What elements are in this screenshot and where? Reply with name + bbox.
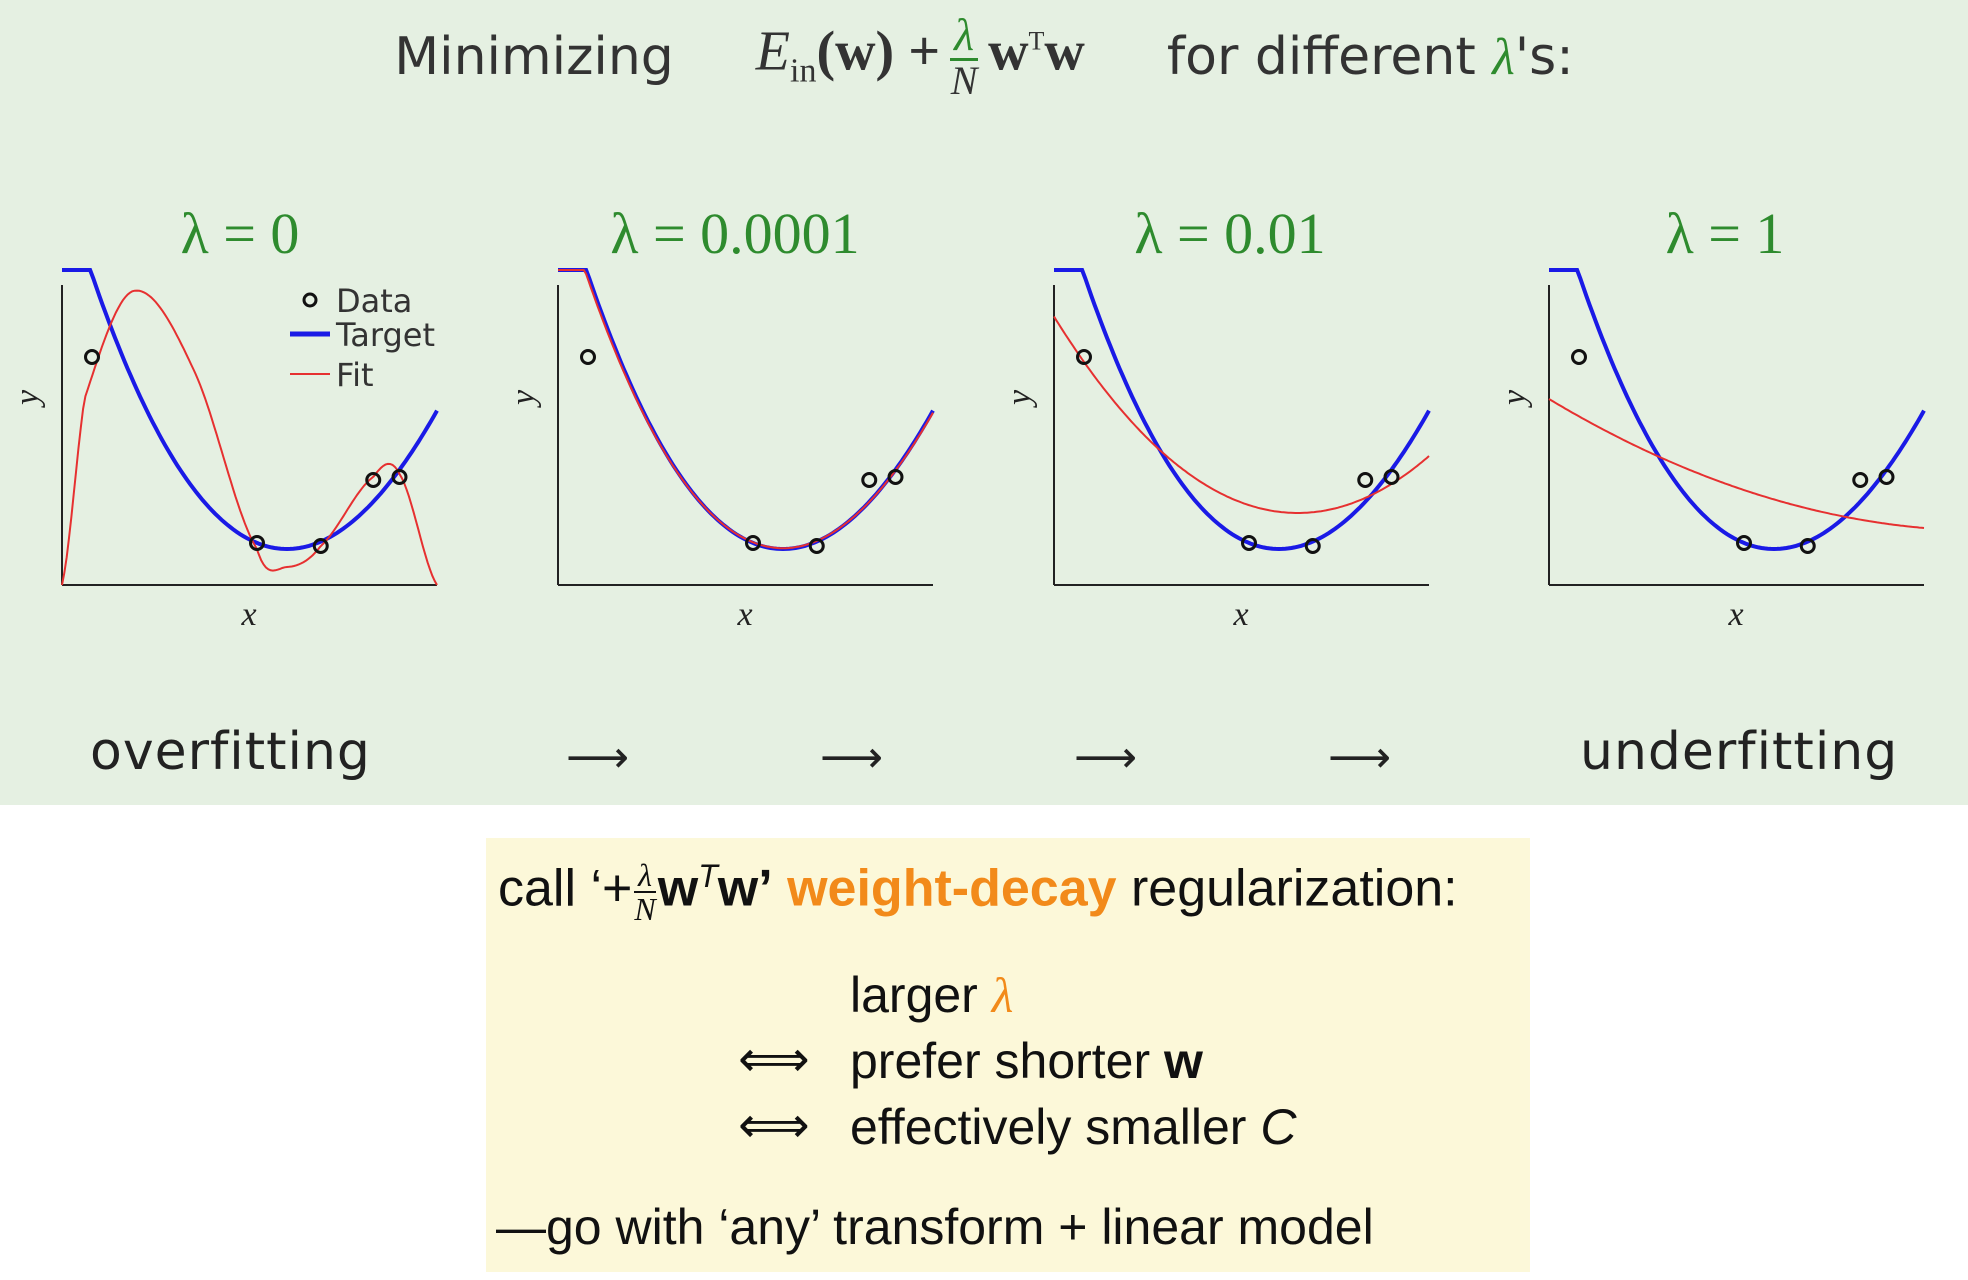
panel-1-data-point-5: [391, 469, 408, 485]
panel-3-y-label: y: [1001, 389, 1038, 408]
weight-decay-term: weight-decay: [787, 859, 1117, 918]
panel-2-fit-curve: [558, 269, 934, 550]
note-effectively-smaller: effectively smaller C: [850, 1099, 1297, 1155]
panel-1-fit-curve: [61, 289, 438, 586]
panel-3-data-point-1: [1076, 349, 1092, 365]
panel-label-lambda-1: λ = 1: [1665, 201, 1785, 266]
panel-4-target-curve: [1549, 268, 1926, 552]
panel-3-fit-curve: [1053, 315, 1430, 514]
panel-4-x-label: x: [1728, 596, 1744, 633]
panel-4-fit-curve: [1548, 398, 1925, 529]
panel-3-data-point-5: [1383, 469, 1400, 485]
panel-4-data-point-3: [1799, 538, 1816, 554]
panel-label-lambda-0.0001: λ = 0.0001: [610, 201, 860, 266]
panel-4-data-point-1: [1571, 349, 1587, 365]
legend-target-label: Target: [335, 316, 435, 354]
panel-1-x-label: x: [241, 596, 257, 633]
arrow-2: ⟶: [820, 732, 884, 783]
title-prefix: Minimizing: [394, 26, 674, 87]
panel-2-data-point-4: [861, 472, 878, 488]
legend-fit-label: Fit: [336, 356, 374, 394]
iff-symbol-2: ⟺: [738, 1096, 810, 1154]
panel-1-data-point-1: [84, 349, 100, 365]
panel-2-data-point-2: [745, 535, 761, 551]
arrow-1: ⟶: [566, 732, 630, 783]
arrow-4: ⟶: [1328, 732, 1392, 783]
note-prefer-shorter: prefer shorter w: [850, 1033, 1203, 1089]
panel-3-data-point-4: [1357, 472, 1374, 488]
note-larger-lambda: larger λ: [850, 967, 1014, 1023]
panel-1-data-point-2: [249, 535, 265, 551]
panel-label-lambda-0: λ = 0: [180, 201, 300, 266]
panel-2-data-point-1: [580, 349, 596, 365]
panel-4-data-point-2: [1736, 535, 1752, 551]
panel-2-target-curve: [558, 268, 935, 552]
iff-symbol-1: ⟺: [738, 1030, 810, 1088]
arrow-3: ⟶: [1074, 732, 1138, 783]
panel-3-data-point-3: [1304, 538, 1321, 554]
panel-1-y-label: y: [9, 389, 46, 408]
panel-1-data-point-4: [365, 472, 382, 488]
underfitting-label: underfitting: [1580, 722, 1899, 782]
panel-1-data-point-3: [312, 538, 329, 554]
overfitting-label: overfitting: [90, 722, 371, 782]
panel-3-target-curve: [1054, 268, 1431, 552]
panel-2-data-point-3: [808, 538, 825, 554]
legend-data-label: Data: [336, 282, 412, 320]
panel-1-target-curve: [62, 268, 439, 552]
panel-label-lambda-0.01: λ = 0.01: [1134, 201, 1326, 266]
note-go-with: —go with ‘any’ transform + linear model: [496, 1199, 1374, 1255]
panel-4-data-point-5: [1878, 469, 1895, 485]
panel-2-x-label: x: [737, 596, 753, 633]
plots-panel: [0, 0, 1968, 805]
legend-data-marker: [302, 292, 318, 308]
panel-3-data-point-2: [1241, 535, 1257, 551]
panel-4-data-point-4: [1852, 472, 1869, 488]
title-suffix: for different λ's:: [1166, 26, 1574, 87]
panel-4-y-label: y: [1496, 389, 1533, 408]
panel-2-data-point-5: [887, 469, 904, 485]
panel-3-x-label: x: [1233, 596, 1249, 633]
panel-2-y-label: y: [505, 389, 542, 408]
